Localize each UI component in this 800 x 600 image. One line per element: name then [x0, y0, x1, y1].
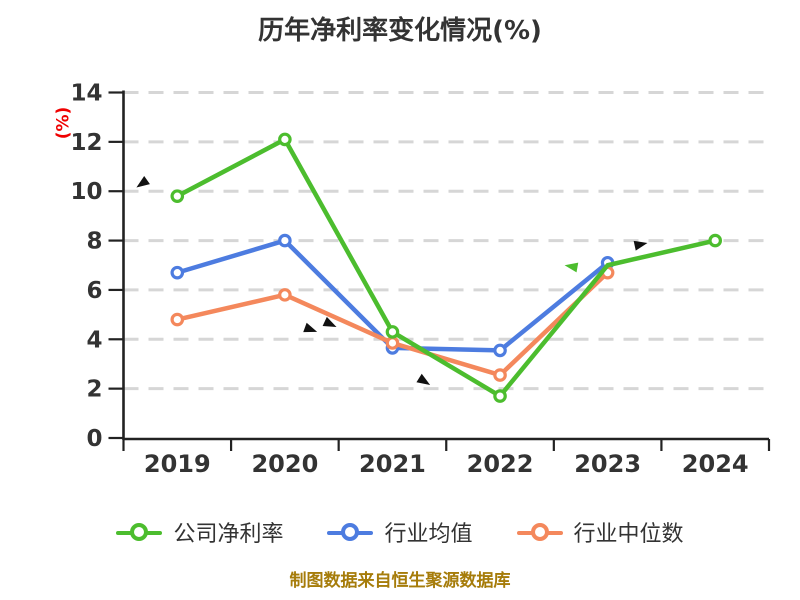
- legend-label: 公司净利率: [173, 522, 284, 547]
- legend-marker-circle: [130, 523, 149, 541]
- data-point-marker: [493, 389, 507, 403]
- annotation-arrow: [322, 316, 337, 327]
- annotation-arrow: [303, 322, 318, 333]
- y-tick-label: 14: [70, 81, 102, 107]
- data-point-marker: [278, 233, 292, 248]
- data-point-marker: [385, 325, 400, 339]
- annotation-arrow: [136, 175, 150, 188]
- data-point-marker: [170, 312, 185, 327]
- series-line-2: [175, 270, 610, 378]
- y-tick-label: 12: [70, 130, 102, 156]
- annotation-arrow: [416, 373, 431, 385]
- y-tick-label: 2: [86, 377, 102, 403]
- x-tick-label: 2023: [574, 450, 641, 478]
- legend-item-0: 公司净利率: [116, 516, 283, 548]
- source-caption: 制图数据来自恒生聚源数据库: [289, 571, 511, 591]
- legend-marker-icon: [516, 523, 563, 542]
- x-tick-label: 2021: [359, 450, 426, 478]
- legend-item-1: 行业均值: [327, 516, 473, 548]
- y-tick-label: 8: [86, 229, 102, 255]
- legend-label: 行业均值: [384, 522, 473, 547]
- data-point-marker: [493, 368, 507, 382]
- x-tick-label: 2020: [251, 450, 318, 478]
- y-tick-label: 6: [86, 278, 102, 304]
- y-tick-label: 4: [86, 327, 102, 353]
- legend: 公司净利率 行业均值 行业中位数: [0, 516, 800, 548]
- data-point-marker: [170, 189, 185, 203]
- data-point-marker: [385, 336, 400, 350]
- legend-marker-circle: [341, 523, 360, 541]
- legend-marker-icon: [116, 523, 163, 542]
- annotation-arrow: [633, 240, 648, 251]
- legend-marker-icon: [327, 523, 374, 542]
- series-line-0: [175, 137, 718, 399]
- x-tick-label: 2019: [144, 450, 211, 478]
- data-point-marker: [708, 233, 723, 248]
- y-tick-label: 10: [70, 179, 102, 205]
- annotation-arrow: [564, 262, 579, 273]
- data-point-marker: [278, 288, 292, 302]
- data-point-marker: [493, 343, 507, 358]
- data-point-marker: [278, 132, 292, 147]
- chart-title: 历年净利率变化情况(%): [258, 16, 542, 46]
- legend-marker-circle: [530, 523, 549, 541]
- y-tick-label: 0: [86, 426, 102, 452]
- x-tick-label: 2024: [682, 450, 749, 478]
- x-tick-label: 2022: [467, 450, 534, 478]
- legend-item-2: 行业中位数: [516, 516, 684, 548]
- data-point-marker: [170, 265, 185, 280]
- legend-label: 行业中位数: [573, 522, 684, 547]
